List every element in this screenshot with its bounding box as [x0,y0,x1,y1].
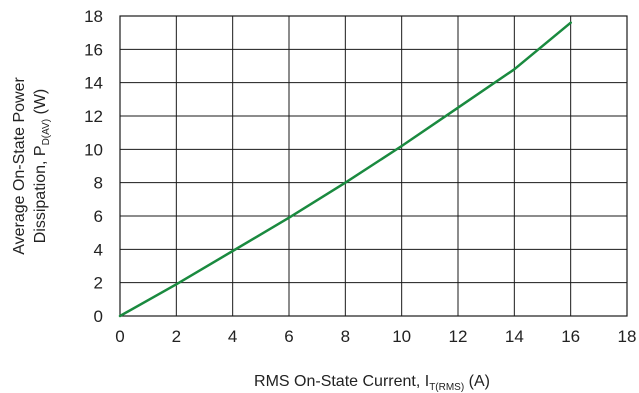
y-axis-label-line1: Average On-State Power [11,77,28,255]
y-tick-label: 10 [84,140,103,159]
y-tick-label: 8 [94,174,103,193]
y-tick-label: 18 [84,7,103,26]
series-group [118,21,572,318]
y-tick-label: 6 [94,207,103,226]
series-line [118,21,572,318]
y-tick-label: 4 [94,240,103,259]
x-tick-label: 2 [172,327,181,346]
y-axis-label-line2: Dissipation, PD(AV) (W) [32,89,52,244]
x-tick-label: 12 [449,327,468,346]
y-tick-label: 2 [94,274,103,293]
x-axis-label: RMS On-State Current, IT(RMS) (A) [254,373,490,393]
y-tick-label: 0 [94,307,103,326]
y-tick-label: 16 [84,40,103,59]
x-tick-labels: 0 2 4 6 8 10 12 14 16 18 [115,327,636,346]
x-tick-label: 6 [284,327,293,346]
y-tick-labels: 0 2 4 6 8 10 12 14 16 18 [84,7,103,326]
x-tick-label: 18 [618,327,637,346]
y-tick-label: 14 [84,74,103,93]
x-tick-label: 0 [115,327,124,346]
x-tick-label: 4 [228,327,237,346]
plot-frame [119,15,628,317]
y-axis-label: Average On-State Power Dissipation, PD(A… [11,77,52,255]
x-tick-label: 14 [505,327,524,346]
x-tick-label: 16 [561,327,580,346]
y-tick-label: 12 [84,107,103,126]
x-tick-label: 10 [392,327,411,346]
grid [119,15,628,317]
x-tick-label: 8 [341,327,350,346]
